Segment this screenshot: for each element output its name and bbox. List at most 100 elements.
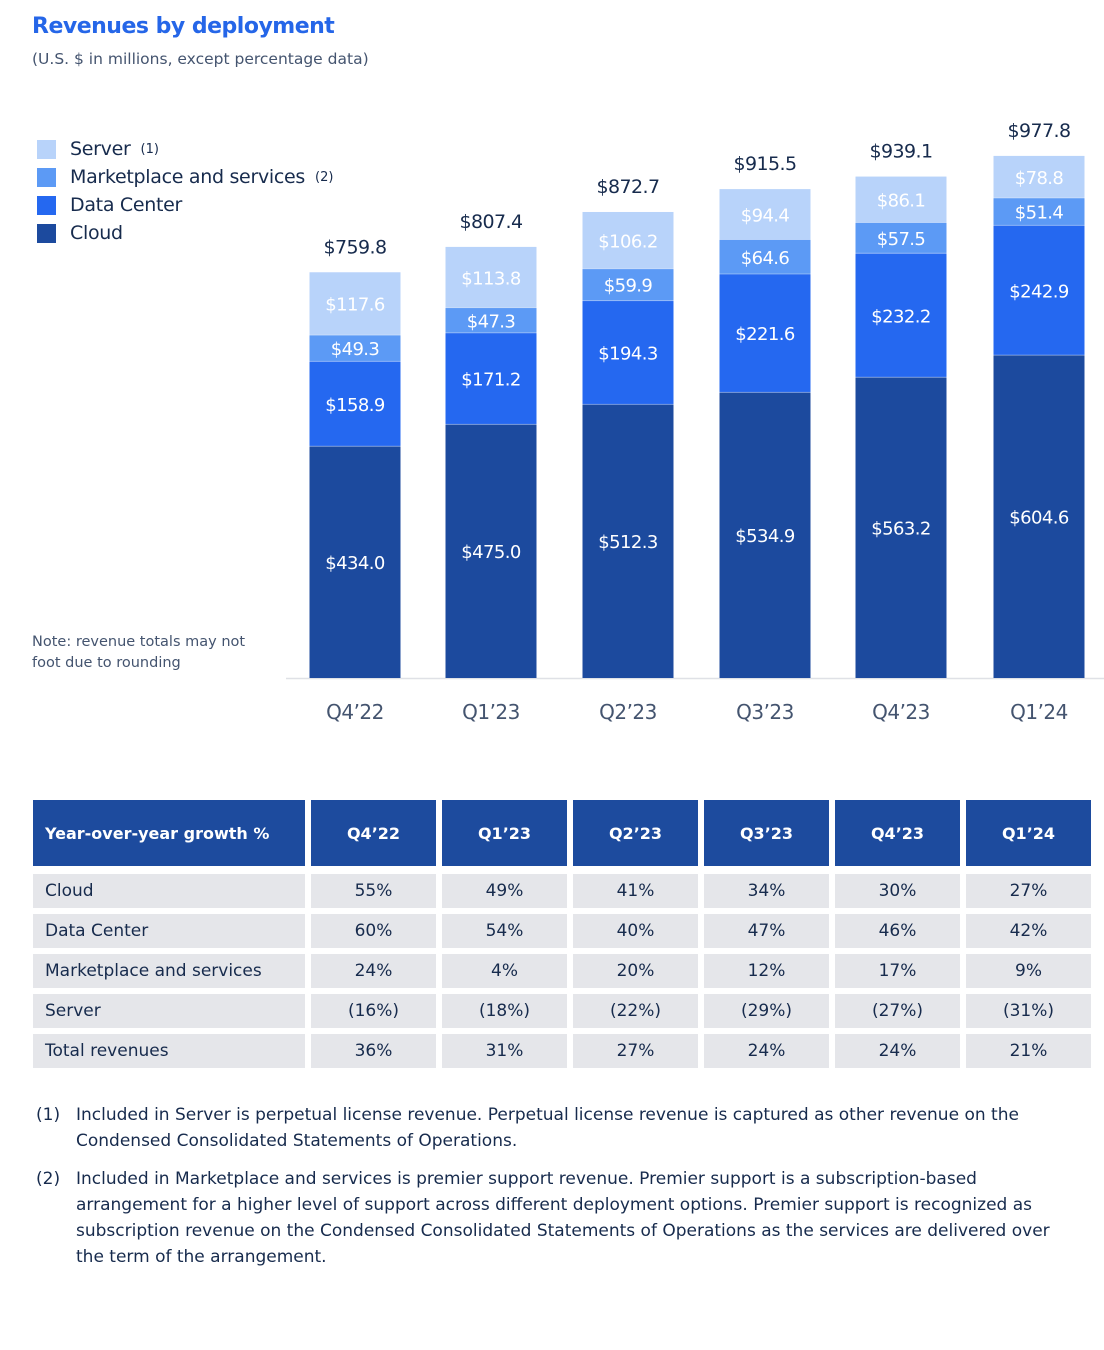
table-cell: 55% [311,874,436,908]
table-row-label: Marketplace and services [33,954,305,988]
bar-segment-label: $113.8 [461,268,521,289]
bar-total-label: $939.1 [870,141,933,163]
bar-segment-label: $232.2 [871,306,930,327]
bar-segment-label: $106.2 [598,231,657,252]
table-cell: 41% [573,874,698,908]
bar-segment-server [445,246,537,308]
bar-segment-marketplace-and-services [855,222,947,254]
table-cell: 47% [704,914,829,948]
bar-segment-label: $194.3 [598,344,658,365]
table-cell: 21% [966,1034,1091,1068]
table-header-cell: Q3’23 [704,800,829,866]
table-header-cell: Year-over-year growth % [33,800,305,866]
bar-segment-label: $171.2 [461,370,520,391]
bar-segment-label: $51.4 [1015,203,1064,224]
table-row: Data Center 60% 54% 40% 47% 46% 42% [33,914,1097,954]
bar-segment-marketplace-and-services [993,197,1085,226]
table-cell: (16%) [311,994,436,1028]
table-row: Total revenues 36% 31% 27% 24% 24% 21% [33,1034,1097,1074]
table-row-label: Data Center [33,914,305,948]
table-cell: 4% [442,954,567,988]
table-cell: (31%) [966,994,1091,1028]
table-cell: 24% [835,1034,960,1068]
bar-segment-data-center [445,332,537,425]
x-tick-label: Q3’23 [736,700,794,724]
chart-legend: Server (1) Marketplace and services (2) … [37,135,333,247]
table-row-label: Total revenues [33,1034,305,1068]
table-row-label: Cloud [33,874,305,908]
footnotes: (1) Included in Server is perpetual lice… [36,1102,1086,1282]
bar-segment-marketplace-and-services [719,239,811,275]
bar-segment-label: $49.3 [331,339,380,360]
bar-segment-label: $563.2 [871,519,930,540]
bar-total-label: $915.5 [734,153,797,175]
table-cell: 60% [311,914,436,948]
bar-segment-label: $64.6 [741,248,790,269]
table-cell: 24% [311,954,436,988]
legend-item-marketplace: Marketplace and services (2) [37,163,333,191]
bar-segment-cloud [582,404,674,678]
legend-label: Server [70,138,131,160]
footnote-text: Included in Marketplace and services is … [76,1169,1050,1267]
bar-segment-label: $86.1 [877,191,926,212]
table-header-cell: Q4’23 [835,800,960,866]
bar-total-label: $807.4 [460,211,523,233]
bar-segment-label: $475.0 [461,542,521,563]
table-row: Marketplace and services 24% 4% 20% 12% … [33,954,1097,994]
table-cell: 27% [966,874,1091,908]
legend-swatch-marketplace [37,167,56,187]
x-tick-label: Q1’23 [462,700,520,724]
legend-footnote-ref: (2) [315,169,334,185]
legend-swatch-cloud [37,223,56,243]
legend-swatch-data-center [37,195,56,215]
bar-segment-cloud [445,424,537,678]
table-row-label: Server [33,994,305,1028]
bar-segment-label: $117.6 [325,295,385,316]
bar-segment-marketplace-and-services [445,307,537,333]
bar-segment-cloud [309,446,401,678]
bar-segment-marketplace-and-services [309,335,401,362]
page-title: Revenues by deployment [32,14,335,39]
bar-segment-server [309,272,401,336]
table-cell: (29%) [704,994,829,1028]
table-row: Server (16%) (18%) (22%) (29%) (27%) (31… [33,994,1097,1034]
footnote-text: Included in Server is perpetual license … [76,1105,1019,1151]
bar-segment-server [582,211,674,269]
bar-segment-label: $534.9 [735,526,795,547]
table-header-cell: Q1’23 [442,800,567,866]
table-cell: 24% [704,1034,829,1068]
table-cell: 40% [573,914,698,948]
yoy-growth-table: Year-over-year growth % Q4’22 Q1’23 Q2’2… [33,800,1097,1074]
bar-segment-server [719,189,811,240]
table-cell: 20% [573,954,698,988]
bar-segment-server [993,155,1085,198]
bar-segment-label: $512.3 [598,532,658,553]
x-tick-label: Q4’22 [326,700,384,724]
legend-item-cloud: Cloud [37,219,333,247]
legend-footnote-ref: (1) [140,141,159,157]
bar-segment-label: $158.9 [325,395,385,416]
bar-segment-label: $242.9 [1009,281,1069,302]
bar-segment-label: $47.3 [467,311,516,332]
table-cell: 49% [442,874,567,908]
bar-segment-cloud [993,355,1085,678]
bar-segment-label: $57.5 [877,229,926,250]
table-cell: 31% [442,1034,567,1068]
table-cell: 30% [835,874,960,908]
table-cell: (22%) [573,994,698,1028]
footnote: (1) Included in Server is perpetual lice… [36,1102,1086,1154]
page-subtitle: (U.S. $ in millions, except percentage d… [32,50,369,68]
footnote: (2) Included in Marketplace and services… [36,1166,1086,1270]
bar-segment-cloud [719,392,811,678]
legend-swatch-server [37,139,56,159]
bar-total-label: $759.8 [324,236,387,258]
bar-segment-data-center [719,274,811,393]
bar-segment-label: $59.9 [604,276,653,297]
legend-item-server: Server (1) [37,135,333,163]
x-tick-label: Q1’24 [1010,700,1068,724]
legend-label: Marketplace and services [70,166,306,188]
table-cell: 27% [573,1034,698,1068]
rounding-note: Note: revenue totals may not foot due to… [32,634,246,671]
x-tick-label: Q2’23 [599,700,657,724]
table-cell: 17% [835,954,960,988]
